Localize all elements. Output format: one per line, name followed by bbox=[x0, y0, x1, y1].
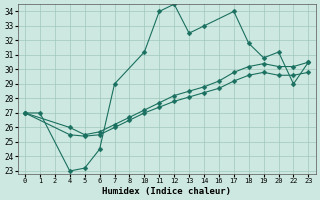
X-axis label: Humidex (Indice chaleur): Humidex (Indice chaleur) bbox=[102, 187, 231, 196]
